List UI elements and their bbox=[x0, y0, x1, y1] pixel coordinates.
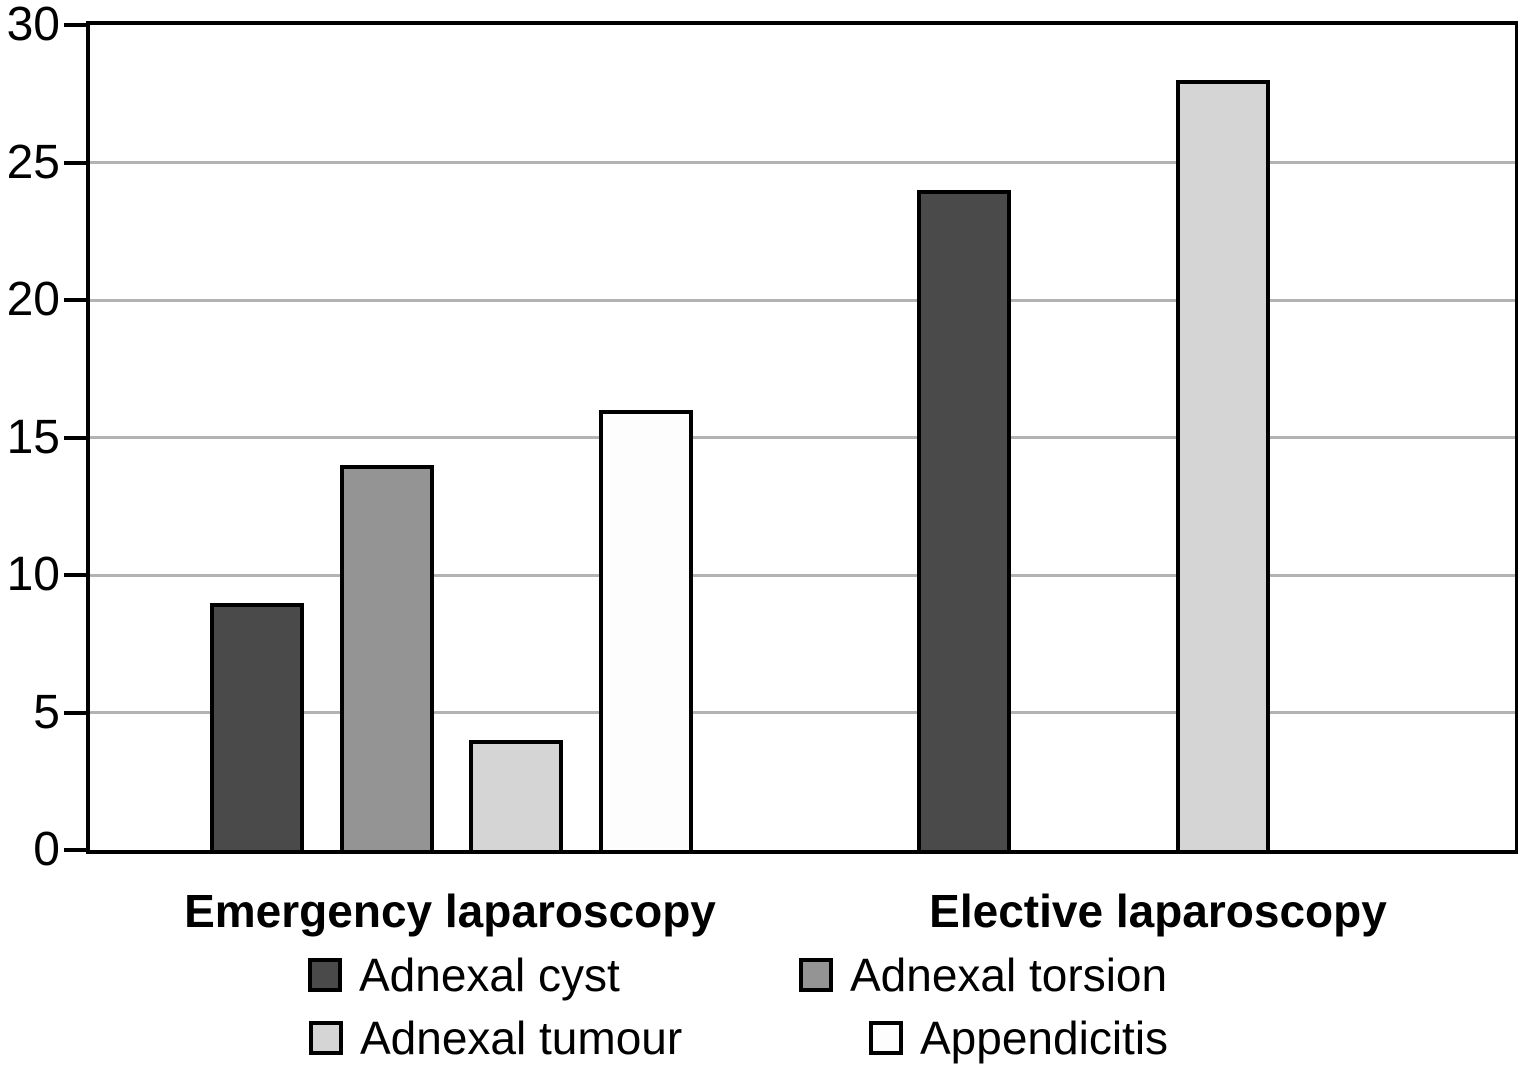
bar-emergency-laparoscopy-appendicitis bbox=[599, 410, 694, 850]
legend-swatch-adnexal-cyst bbox=[308, 958, 342, 992]
legend-label-adnexal-tumour: Adnexal tumour bbox=[360, 1012, 683, 1064]
legend-item-adnexal-tumour: Adnexal tumour bbox=[309, 1012, 683, 1064]
legend-swatch-appendicitis bbox=[869, 1021, 903, 1055]
category-label-emergency-laparoscopy: Emergency laparoscopy bbox=[184, 885, 716, 937]
gridline-y-20 bbox=[90, 298, 1515, 302]
legend-label-adnexal-cyst: Adnexal cyst bbox=[359, 949, 620, 1001]
y-tick-label-0: 0 bbox=[33, 823, 60, 876]
bar-emergency-laparoscopy-adnexal-tumour bbox=[469, 740, 564, 850]
legend-swatch-adnexal-tumour bbox=[309, 1021, 343, 1055]
bar-emergency-laparoscopy-adnexal-torsion bbox=[339, 465, 434, 850]
y-tick-30 bbox=[64, 23, 88, 27]
y-tick-15 bbox=[64, 435, 88, 440]
gridline-y-10 bbox=[90, 573, 1515, 577]
bar-elective-laparoscopy-adnexal-tumour bbox=[1176, 80, 1271, 850]
legend-item-adnexal-cyst: Adnexal cyst bbox=[308, 949, 620, 1001]
y-tick-label-25: 25 bbox=[6, 135, 60, 189]
y-tick-label-10: 10 bbox=[6, 548, 60, 601]
gridline-y-15 bbox=[90, 436, 1515, 439]
legend-swatch-adnexal-torsion bbox=[799, 958, 833, 992]
y-tick-0 bbox=[64, 848, 88, 852]
y-tick-5 bbox=[64, 710, 88, 715]
y-tick-20 bbox=[64, 298, 88, 302]
bar-elective-laparoscopy-adnexal-cyst bbox=[917, 190, 1011, 850]
y-tick-25 bbox=[64, 160, 88, 165]
y-tick-label-15: 15 bbox=[6, 410, 60, 464]
gridline-y-25 bbox=[90, 161, 1515, 164]
plot-area bbox=[86, 21, 1518, 854]
y-tick-10 bbox=[64, 573, 88, 577]
legend-label-adnexal-torsion: Adnexal torsion bbox=[850, 949, 1168, 1001]
legend-item-appendicitis: Appendicitis bbox=[869, 1012, 1169, 1064]
gridline-y-5 bbox=[90, 711, 1515, 714]
bar-emergency-laparoscopy-adnexal-cyst bbox=[210, 602, 304, 850]
legend-label-appendicitis: Appendicitis bbox=[920, 1012, 1169, 1064]
legend-item-adnexal-torsion: Adnexal torsion bbox=[799, 949, 1168, 1001]
y-tick-label-20: 20 bbox=[6, 273, 60, 326]
category-label-elective-laparoscopy: Elective laparoscopy bbox=[929, 885, 1387, 937]
y-tick-label-5: 5 bbox=[33, 685, 60, 739]
y-tick-label-30: 30 bbox=[6, 0, 60, 51]
